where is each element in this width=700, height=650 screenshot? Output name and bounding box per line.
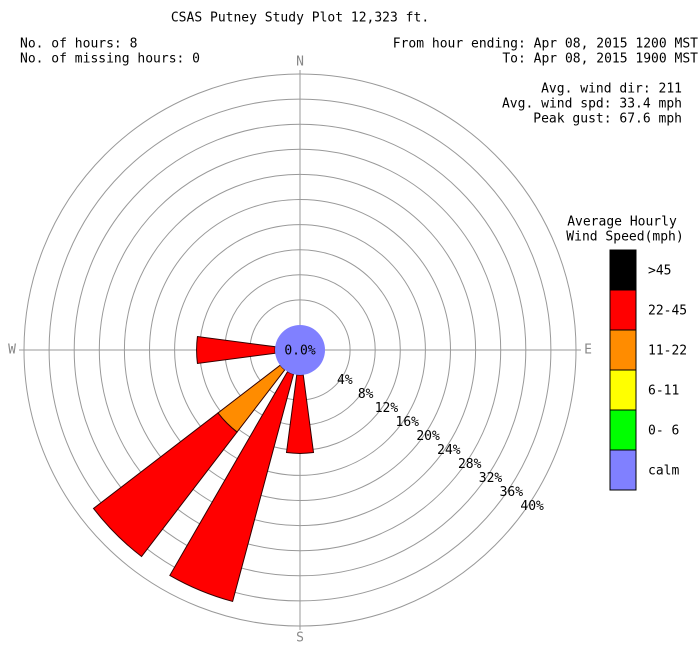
info: No. of hours: 8 bbox=[20, 37, 137, 52]
direction-label: E bbox=[584, 343, 592, 358]
stat: Avg. wind dir: 211 bbox=[541, 82, 682, 97]
r-tick-label: 4% bbox=[337, 373, 353, 388]
r-tick-label: 36% bbox=[500, 485, 524, 500]
legend-label: 11-22 bbox=[648, 344, 687, 359]
r-tick-label: 24% bbox=[437, 443, 461, 458]
legend-swatch bbox=[609, 449, 637, 491]
calm-circle bbox=[275, 325, 325, 375]
label-bg bbox=[293, 630, 307, 646]
label-bg bbox=[5, 342, 19, 358]
legend-label: 6-11 bbox=[648, 384, 679, 399]
direction-label: N bbox=[296, 55, 304, 70]
label-bg bbox=[581, 342, 595, 358]
direction-label: W bbox=[8, 343, 16, 358]
r-tick-label: 8% bbox=[358, 387, 374, 402]
legend-swatch bbox=[609, 369, 637, 411]
stat: Peak gust: 67.6 mph bbox=[533, 112, 682, 127]
legend-label: calm bbox=[648, 464, 679, 479]
info: No. of missing hours: 0 bbox=[20, 52, 200, 67]
legend-label: 22-45 bbox=[648, 304, 687, 319]
r-tick-label: 40% bbox=[520, 499, 544, 514]
r-tick-label: 12% bbox=[375, 401, 399, 416]
legend-swatch bbox=[609, 249, 637, 291]
legend-label: >45 bbox=[648, 264, 671, 279]
label-bg bbox=[293, 54, 307, 70]
r-tick-label: 28% bbox=[458, 457, 482, 472]
legend-swatch bbox=[609, 409, 637, 451]
calm-label: 0.0% bbox=[284, 344, 315, 359]
stat: Avg. wind spd: 33.4 mph bbox=[502, 97, 682, 112]
info: To: Apr 08, 2015 1900 MST bbox=[502, 52, 698, 67]
legend-swatch bbox=[609, 289, 637, 331]
legend-swatch bbox=[609, 329, 637, 371]
chart-title: CSAS Putney Study Plot 12,323 ft. bbox=[171, 11, 429, 26]
legend-title: Average Hourly bbox=[567, 215, 677, 230]
info: From hour ending: Apr 08, 2015 1200 MST bbox=[393, 37, 698, 52]
r-tick-label: 20% bbox=[416, 429, 440, 444]
petal-segment bbox=[92, 412, 238, 558]
r-tick-label: 16% bbox=[396, 415, 420, 430]
legend-title: Wind Speed(mph) bbox=[566, 230, 683, 245]
petal-segment bbox=[196, 335, 276, 365]
legend-label: 0- 6 bbox=[648, 424, 679, 439]
direction-label: S bbox=[296, 631, 304, 646]
r-tick-label: 32% bbox=[479, 471, 503, 486]
